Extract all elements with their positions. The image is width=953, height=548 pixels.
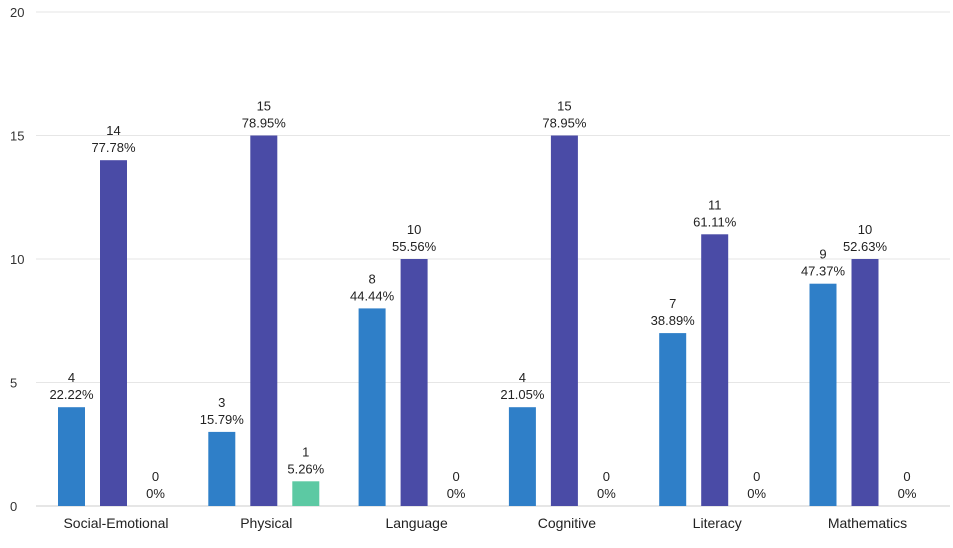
data-label-percent: 0% xyxy=(597,486,616,501)
data-label-value: 15 xyxy=(257,99,271,114)
grid-lines xyxy=(36,11,950,507)
data-label-value: 8 xyxy=(368,271,375,286)
y-tick-label: 10 xyxy=(10,252,24,267)
data-label-percent: 15.79% xyxy=(200,412,245,427)
bar xyxy=(809,283,837,506)
data-label-value: 10 xyxy=(407,222,421,237)
bar xyxy=(100,160,127,506)
data-label-value: 9 xyxy=(819,247,826,262)
y-tick-label: 15 xyxy=(10,129,24,144)
data-label-value: 4 xyxy=(519,370,526,385)
data-label-percent: 78.95% xyxy=(242,116,287,131)
y-tick-label: 20 xyxy=(10,5,24,20)
data-label-percent: 0% xyxy=(146,486,165,501)
bar xyxy=(851,259,879,506)
x-tick-label: Physical xyxy=(240,515,292,531)
bar xyxy=(358,308,386,506)
data-label-percent: 55.56% xyxy=(392,239,437,254)
data-label-percent: 21.05% xyxy=(500,387,545,402)
x-axis: Social-Emotional Physical Language Cognitiv… xyxy=(63,515,907,531)
data-label-percent: 77.78% xyxy=(91,140,136,155)
data-label-value: 0 xyxy=(903,469,910,484)
data-label-value: 7 xyxy=(669,296,676,311)
data-label-percent: 38.89% xyxy=(651,313,696,328)
x-tick-label: Cognitive xyxy=(538,515,597,531)
bar xyxy=(58,407,85,506)
x-tick-label: Language xyxy=(385,515,448,531)
data-label-value: 10 xyxy=(858,222,872,237)
data-label-value: 11 xyxy=(708,197,722,212)
data-label-value: 1 xyxy=(302,444,309,459)
bars xyxy=(58,135,879,507)
data-label-percent: 61.11% xyxy=(693,214,737,229)
y-tick-label: 0 xyxy=(10,499,17,514)
bar xyxy=(508,407,536,506)
data-label-percent: 22.22% xyxy=(49,387,94,402)
bar xyxy=(400,259,428,506)
bar xyxy=(250,135,278,506)
data-label-percent: 44.44% xyxy=(350,288,395,303)
bar xyxy=(701,234,729,507)
data-label-value: 4 xyxy=(68,370,75,385)
data-label-percent: 5.26% xyxy=(287,461,324,476)
y-tick-label: 5 xyxy=(10,376,17,391)
data-label-value: 0 xyxy=(753,469,760,484)
bar xyxy=(208,431,236,506)
x-tick-label: Literacy xyxy=(693,515,742,531)
bar xyxy=(550,135,578,506)
data-label-value: 0 xyxy=(603,469,610,484)
data-label-percent: 0% xyxy=(898,486,917,501)
bar xyxy=(659,333,687,506)
data-label-percent: 78.95% xyxy=(542,116,587,131)
y-axis: 0 5 10 15 20 xyxy=(10,5,24,514)
data-labels: 4 22.22% 14 77.78% 0 0% 3 15.79% 15 78.95% 1 5.26% 8… xyxy=(49,99,916,502)
data-label-value: 15 xyxy=(557,99,571,114)
x-tick-label: Social-Emotional xyxy=(63,515,168,531)
data-label-percent: 47.37% xyxy=(801,264,846,279)
x-tick-label: Mathematics xyxy=(828,515,907,531)
data-label-value: 0 xyxy=(152,469,159,484)
data-label-value: 3 xyxy=(218,395,225,410)
data-label-percent: 52.63% xyxy=(843,239,888,254)
data-label-percent: 0% xyxy=(747,486,766,501)
bar xyxy=(292,481,320,506)
data-label-value: 0 xyxy=(452,469,459,484)
data-label-percent: 0% xyxy=(447,486,466,501)
data-label-value: 14 xyxy=(106,123,120,138)
